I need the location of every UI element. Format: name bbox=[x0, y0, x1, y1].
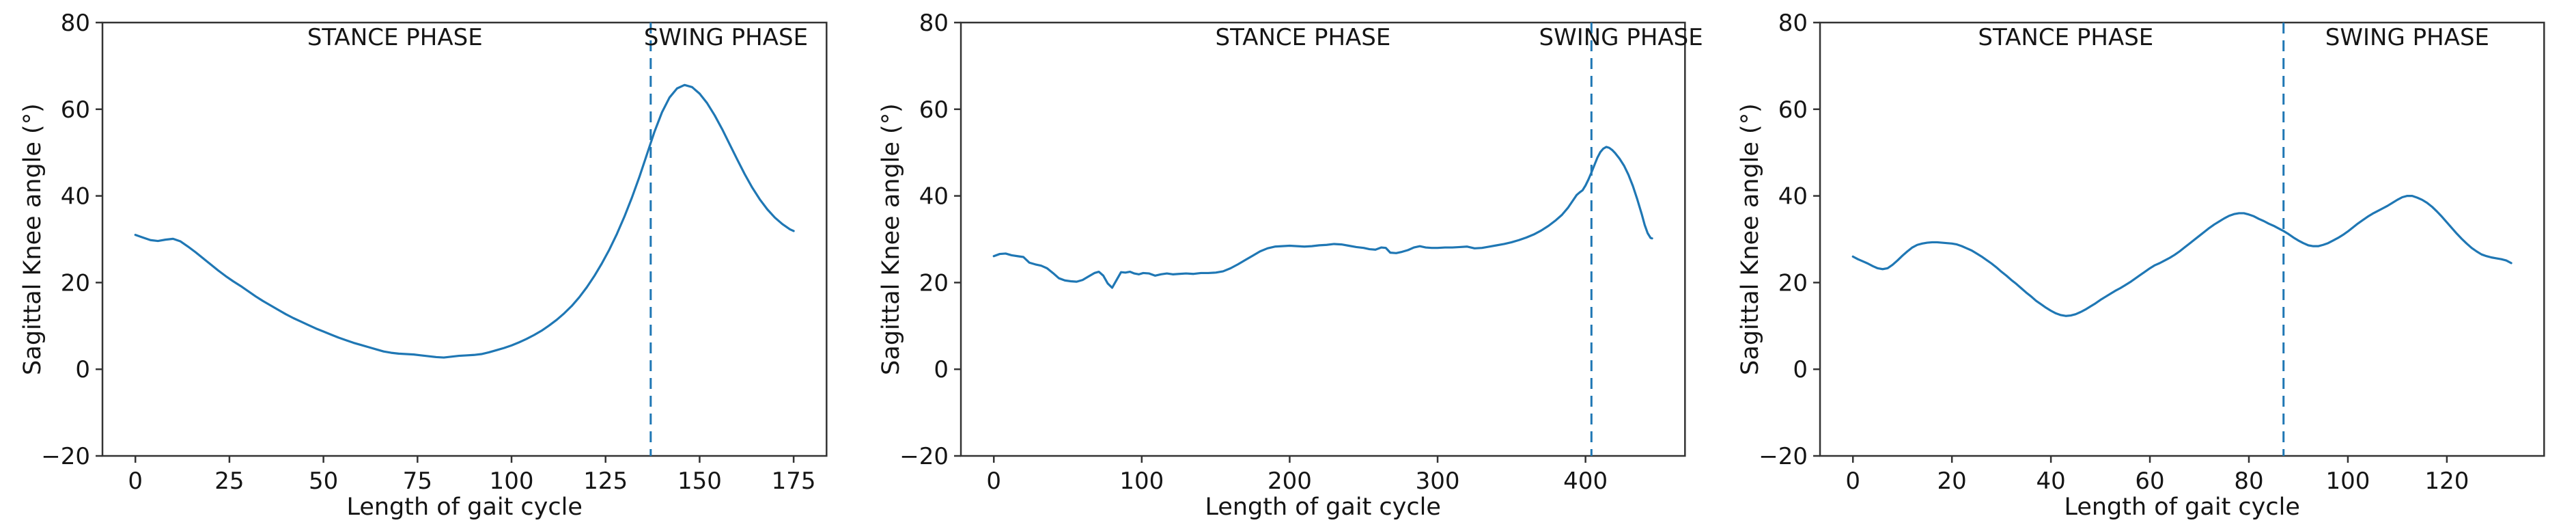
x-axis-label: Length of gait cycle bbox=[1205, 494, 1441, 521]
x-axis-label: Length of gait cycle bbox=[2064, 494, 2299, 521]
x-tick-label: 0 bbox=[1845, 468, 1860, 495]
y-tick-label: 20 bbox=[1778, 269, 1807, 297]
x-tick-label: 100 bbox=[2325, 468, 2370, 495]
stance-phase-label: STANCE PHASE bbox=[1978, 24, 2153, 51]
y-tick-label: 60 bbox=[1778, 96, 1807, 124]
x-tick-label: 0 bbox=[987, 468, 1002, 495]
y-axis-label: Sagittal Knee angle (°) bbox=[1737, 103, 1764, 375]
swing-phase-label: SWING PHASE bbox=[1539, 24, 1703, 51]
y-tick-label: 80 bbox=[1778, 10, 1807, 37]
x-tick-label: 80 bbox=[2234, 468, 2263, 495]
chart-svg-1: 0 25 50 75 100 125 150 175 −20 0 20 40 60 80 STANCE PH… bbox=[19, 10, 828, 521]
x-tick-label: 20 bbox=[1937, 468, 1966, 495]
sagittal-knee-angle-curve bbox=[992, 146, 1654, 289]
x-tick-label: 0 bbox=[128, 468, 143, 495]
knee-angle-chart-2: 0 100 200 300 400 −20 0 20 40 60 80 STANCE PHASE SWI… bbox=[858, 0, 1717, 527]
y-axis-label: Sagittal Knee angle (°) bbox=[19, 103, 46, 375]
x-tick-label: 25 bbox=[214, 468, 244, 495]
y-tick-label: 60 bbox=[919, 96, 949, 124]
x-tick-label: 60 bbox=[2135, 468, 2164, 495]
y-tick-label: −20 bbox=[41, 443, 90, 470]
chart-svg-2: 0 100 200 300 400 −20 0 20 40 60 80 STANCE PHASE SWI… bbox=[878, 10, 1703, 521]
x-tick-label: 400 bbox=[1564, 468, 1608, 495]
swing-phase-label: SWING PHASE bbox=[644, 24, 808, 51]
y-tick-label: 20 bbox=[61, 269, 90, 297]
x-tick-label: 175 bbox=[772, 468, 816, 495]
knee-angle-chart-1: 0 25 50 75 100 125 150 175 −20 0 20 40 60 80 STANCE PH… bbox=[0, 0, 858, 527]
y-tick-label: 40 bbox=[61, 183, 90, 211]
y-tick-label: 20 bbox=[919, 269, 949, 297]
x-tick-label: 150 bbox=[677, 468, 722, 495]
y-tick-label: 80 bbox=[919, 10, 949, 37]
swing-phase-label: SWING PHASE bbox=[2325, 24, 2489, 51]
y-tick-label: 80 bbox=[61, 10, 90, 37]
y-axis-label: Sagittal Knee angle (°) bbox=[878, 103, 905, 375]
x-tick-label: 120 bbox=[2424, 468, 2469, 495]
x-tick-label: 200 bbox=[1268, 468, 1312, 495]
x-tick-label: 300 bbox=[1416, 468, 1460, 495]
sagittal-knee-angle-curve bbox=[1851, 195, 2512, 317]
y-tick-label: −20 bbox=[900, 443, 949, 470]
x-tick-label: 100 bbox=[1120, 468, 1164, 495]
y-tick-label: −20 bbox=[1759, 443, 1808, 470]
knee-angle-chart-3: 0 20 40 60 80 100 120 −20 0 20 40 60 80 STANCE PHASE S… bbox=[1718, 0, 2576, 527]
y-tick-label: 40 bbox=[1778, 183, 1807, 211]
chart-svg-3: 0 20 40 60 80 100 120 −20 0 20 40 60 80 STANCE PHASE S… bbox=[1737, 10, 2545, 521]
x-tick-label: 50 bbox=[309, 468, 338, 495]
plot-area bbox=[960, 21, 1686, 457]
plot-area bbox=[101, 21, 828, 457]
y-tick-label: 0 bbox=[75, 356, 90, 383]
stance-phase-label: STANCE PHASE bbox=[1216, 24, 1391, 51]
y-tick-label: 60 bbox=[61, 96, 90, 124]
plot-area bbox=[1819, 21, 2545, 457]
x-tick-label: 125 bbox=[583, 468, 628, 495]
y-tick-label: 40 bbox=[919, 183, 949, 211]
stance-phase-label: STANCE PHASE bbox=[307, 24, 483, 51]
x-tick-label: 100 bbox=[490, 468, 534, 495]
y-tick-label: 0 bbox=[1793, 356, 1808, 383]
x-tick-label: 40 bbox=[2036, 468, 2065, 495]
x-axis-label: Length of gait cycle bbox=[346, 494, 582, 521]
x-tick-label: 75 bbox=[403, 468, 432, 495]
sagittal-knee-angle-curve bbox=[134, 83, 795, 359]
y-tick-label: 0 bbox=[934, 356, 949, 383]
